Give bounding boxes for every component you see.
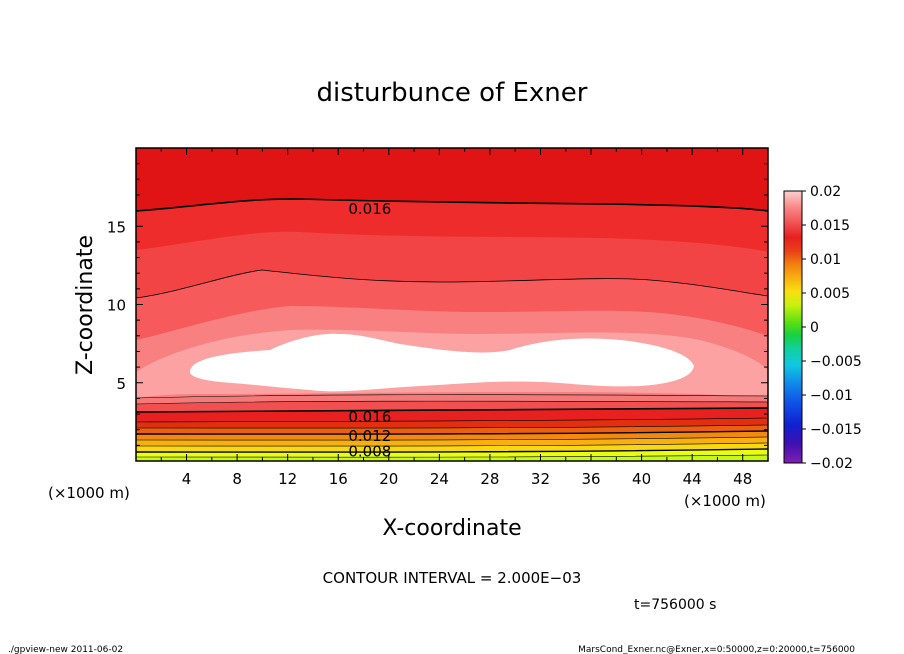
contour-0-016-lower [136, 407, 768, 413]
contour-low-a [136, 394, 768, 399]
contour-label: 0.016 [348, 200, 391, 218]
x-tick-label: 36 [581, 470, 600, 488]
colorbar-ticks: 0.02 0.015 0.01 0.005 0 −0.005 −0.01 −0.015 −0.0… [802, 184, 862, 472]
y-axis: 5 10 15 [107, 163, 768, 446]
footer-left: ./gpview-new 2011-06-02 [8, 645, 123, 654]
x-tick-label: 12 [278, 470, 297, 488]
contour-low-e [136, 436, 768, 441]
x-tick-label: 44 [683, 470, 702, 488]
x-tick-label: 32 [531, 470, 550, 488]
contour-interval: CONTOUR INTERVAL = 2.000E−03 [323, 569, 582, 587]
x-tick-label: 40 [632, 470, 651, 488]
contour-label: 0.008 [348, 443, 391, 461]
x-tick-label: 4 [182, 470, 192, 488]
y-unit-label: (×1000 m) [48, 484, 130, 502]
x-unit-label: (×1000 m) [684, 492, 766, 510]
x-axis-label: X-coordinate [382, 516, 521, 541]
y-tick-label: 5 [116, 375, 126, 393]
colorbar-tick-label: 0.015 [810, 218, 850, 234]
band-core [190, 333, 694, 392]
contour-0-008 [136, 448, 768, 453]
contour-lines [136, 198, 768, 458]
x-tick-label: 28 [480, 470, 499, 488]
colorbar [783, 190, 803, 464]
contour-low-g [136, 454, 768, 458]
contour-low-b [136, 400, 768, 405]
colorbar-tick-label: −0.01 [810, 388, 853, 404]
contour-0-012 [136, 430, 768, 435]
x-tick-label: 48 [733, 470, 752, 488]
colorbar-tick-label: 0.01 [810, 252, 841, 268]
colorbar-tick-label: 0.02 [810, 184, 841, 200]
colorbar-tick-label: −0.015 [810, 422, 862, 438]
y-axis-label: Z-coordinate [73, 235, 98, 375]
chart-title: disturbunce of Exner [317, 78, 588, 108]
contour-low-c [136, 417, 768, 423]
contour-label: 0.012 [348, 427, 391, 445]
footer-right: MarsCond_Exner.nc@Exner,x=0:50000,z=0:20… [578, 645, 855, 654]
time-label: t=756000 s [634, 597, 716, 613]
contour-low-f [136, 442, 768, 447]
x-tick-label: 20 [379, 470, 398, 488]
colorbar-tick-label: −0.005 [810, 354, 862, 370]
y-tick-label: 15 [107, 218, 126, 236]
contour-upper-2 [136, 269, 768, 299]
colorbar-tick-label: 0.005 [810, 286, 850, 302]
x-tick-label: 24 [430, 470, 449, 488]
colorbar-tick-label: 0 [810, 320, 819, 336]
y-tick-label: 10 [107, 297, 126, 315]
x-axis: 4 8 12 16 20 24 28 32 36 40 44 48 [160, 148, 752, 488]
contour-label: 0.016 [348, 408, 391, 426]
contour-0-016-upper [136, 198, 768, 212]
contour-low-d [136, 424, 768, 429]
x-tick-label: 8 [232, 470, 242, 488]
colorbar-tick-label: −0.02 [810, 456, 853, 472]
x-tick-label: 16 [329, 470, 348, 488]
